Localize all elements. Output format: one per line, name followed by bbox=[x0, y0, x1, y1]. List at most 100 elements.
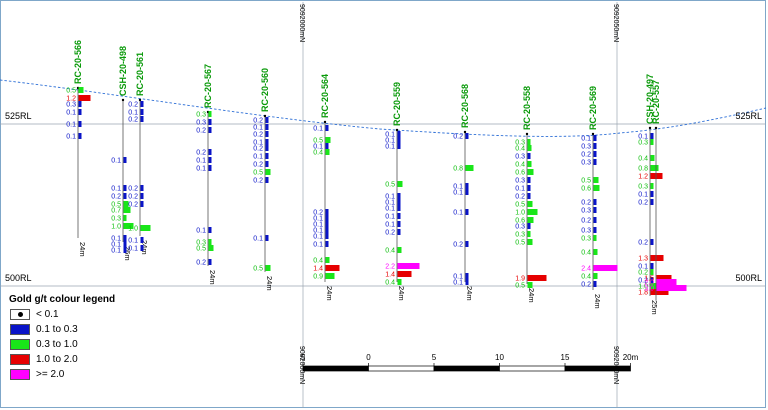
assay-bar bbox=[123, 215, 127, 221]
assay-value-label: 0.2 bbox=[453, 241, 463, 248]
hole-depth-label: 24m bbox=[140, 240, 149, 255]
assay-value-label: 0.3 bbox=[515, 231, 525, 238]
rl-label-lower: 500RL bbox=[735, 273, 762, 283]
assay-bar bbox=[208, 165, 212, 171]
assay-value-label: 0.2 bbox=[581, 199, 591, 206]
assay-bar bbox=[527, 169, 534, 175]
assay-value-label: 0.2 bbox=[638, 269, 648, 276]
assay-bar bbox=[593, 265, 618, 271]
assay-value-label: 0.4 bbox=[581, 273, 591, 280]
hole-depth-label: 24m bbox=[527, 288, 536, 303]
assay-bar bbox=[265, 265, 271, 271]
assay-bar bbox=[527, 177, 531, 183]
hole-depth-label: 24m bbox=[593, 294, 602, 309]
assay-value-label: 0.1 bbox=[128, 109, 138, 116]
assay-value-label: 1.4 bbox=[313, 265, 323, 272]
assay-value-label: 0.6 bbox=[515, 169, 525, 176]
assay-value-label: 0.1 bbox=[385, 213, 395, 220]
assay-bar bbox=[140, 185, 144, 191]
assay-bar bbox=[325, 273, 335, 279]
scale-bar-label: 5 bbox=[432, 353, 437, 362]
assay-bar bbox=[208, 245, 214, 251]
assay-bar bbox=[397, 199, 401, 205]
assay-bar bbox=[325, 143, 329, 149]
assay-value-label: 0.1 bbox=[253, 153, 263, 160]
assay-value-label: 0.7 bbox=[111, 207, 121, 214]
hole-id-label: RC-20-560 bbox=[260, 68, 270, 112]
assay-bar bbox=[140, 109, 144, 115]
assay-bar bbox=[527, 209, 538, 215]
assay-value-label: 1.2 bbox=[66, 95, 76, 102]
assay-bar bbox=[593, 235, 597, 241]
scale-bar-label: 10 bbox=[495, 353, 504, 362]
assay-bar bbox=[325, 137, 331, 143]
assay-bar bbox=[593, 227, 597, 233]
assay-bar bbox=[397, 229, 401, 235]
hole-id-label: RC-20-567 bbox=[203, 64, 213, 108]
northing-label: 9092050mN bbox=[612, 346, 619, 384]
assay-value-label: 0.6 bbox=[515, 217, 525, 224]
assay-bar bbox=[140, 225, 151, 231]
assay-value-label: 0.1 bbox=[453, 189, 463, 196]
assay-bar bbox=[527, 161, 532, 167]
assay-value-label: 0.1 bbox=[385, 193, 395, 200]
legend-label: 0.3 to 1.0 bbox=[36, 339, 78, 350]
assay-bar bbox=[78, 101, 82, 107]
assay-value-label: 0.1 bbox=[313, 215, 323, 222]
collar-marker bbox=[648, 126, 652, 130]
assay-bar bbox=[527, 145, 532, 151]
assay-bar bbox=[527, 217, 534, 223]
assay-value-label: 0.2 bbox=[128, 193, 138, 200]
assay-value-label: 0.1 bbox=[313, 143, 323, 150]
assay-value-label: 0.5 bbox=[515, 201, 525, 208]
collar-marker bbox=[121, 98, 125, 102]
assay-value-label: 0.5 bbox=[581, 177, 591, 184]
assay-value-label: 0.3 bbox=[581, 159, 591, 166]
assay-value-label: 0.1 bbox=[385, 221, 395, 228]
assay-bar bbox=[527, 201, 533, 207]
assay-value-label: 0.3 bbox=[638, 183, 648, 190]
assay-value-label: 0.3 bbox=[66, 101, 76, 108]
hole-id-label: RC-20-561 bbox=[135, 52, 145, 96]
assay-bar bbox=[527, 282, 533, 288]
assay-bar bbox=[593, 249, 598, 255]
assay-value-label: 0.3 bbox=[581, 227, 591, 234]
assay-value-label: 0.2 bbox=[196, 259, 206, 266]
assay-value-label: 0.5 bbox=[515, 239, 525, 246]
assay-bar bbox=[265, 139, 269, 145]
assay-bar bbox=[123, 235, 127, 241]
assay-bar bbox=[397, 263, 420, 269]
legend-swatch-green bbox=[10, 339, 30, 350]
assay-bar bbox=[465, 183, 469, 189]
assay-value-label: 0.3 bbox=[581, 143, 591, 150]
assay-value-label: 0.1 bbox=[253, 235, 263, 242]
assay-value-label: 0.1 bbox=[453, 209, 463, 216]
assay-bar bbox=[593, 199, 597, 205]
legend-item-lt01: < 0.1 bbox=[10, 307, 156, 322]
assay-bar bbox=[527, 239, 533, 245]
assay-bar bbox=[325, 149, 330, 155]
assay-bar bbox=[527, 139, 531, 145]
hole-depth-label: 24m bbox=[325, 286, 334, 301]
collar-marker bbox=[463, 130, 467, 134]
drillhole-RC-20-564: RC-20-56424m0.10.50.10.40.20.10.10.10.10… bbox=[313, 74, 340, 301]
collar-marker bbox=[654, 126, 658, 130]
assay-value-label: 0.1 bbox=[638, 133, 648, 140]
assay-bar bbox=[78, 121, 82, 127]
legend-item-green: 0.3 to 1.0 bbox=[10, 337, 156, 352]
assay-value-label: 1.0 bbox=[515, 209, 525, 216]
assay-bar bbox=[465, 273, 469, 279]
assay-bar bbox=[650, 269, 654, 275]
assay-bar bbox=[650, 277, 654, 283]
assay-value-label: 0.1 bbox=[453, 279, 463, 286]
assay-value-label: 0.2 bbox=[581, 281, 591, 288]
assay-value-label: 0.2 bbox=[253, 117, 263, 124]
assay-value-label: 0.5 bbox=[66, 87, 76, 94]
drillhole-RC-20-559: RC-20-55924m0.10.10.10.50.10.10.10.10.10… bbox=[385, 82, 420, 301]
legend-label: 1.0 to 2.0 bbox=[36, 354, 78, 365]
assay-bar bbox=[397, 221, 401, 227]
scale-bar-segment bbox=[499, 365, 566, 372]
